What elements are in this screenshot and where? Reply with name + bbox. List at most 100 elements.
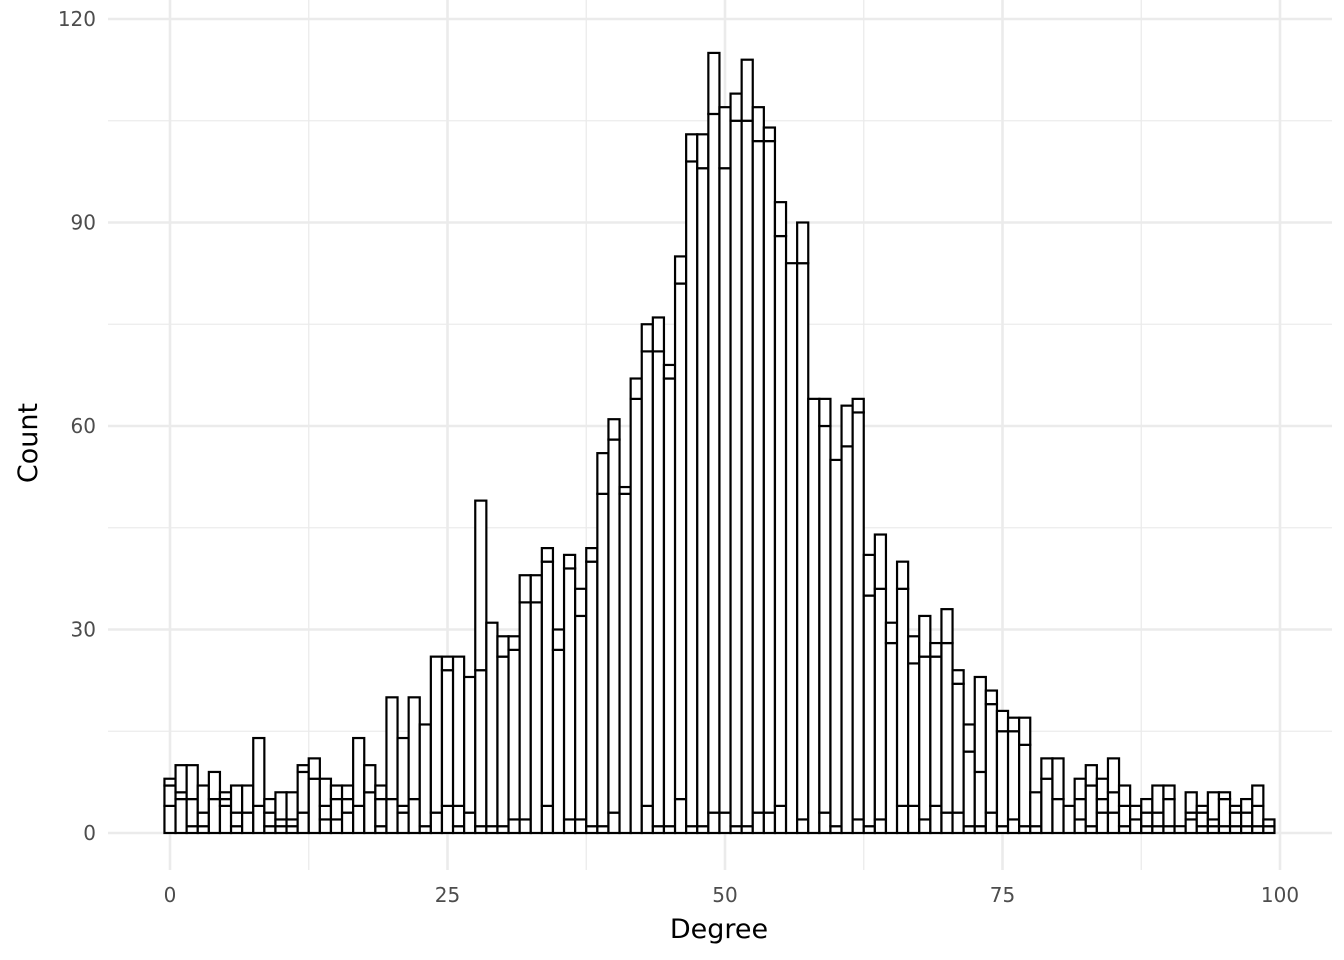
histogram-bar-segment [740, 58, 754, 122]
histogram-bar-segment [707, 51, 721, 116]
histogram-bar-segment [1162, 784, 1176, 801]
histogram-bar-segment [1262, 818, 1276, 828]
histogram-bar-segment [163, 784, 177, 807]
histogram-bar-segment [496, 635, 510, 658]
histogram-bar-segment [318, 777, 333, 807]
histogram-bar-segment [551, 628, 566, 651]
histogram-bar-segment [207, 770, 222, 801]
histogram-bar-segment [340, 797, 355, 814]
histogram-bar-segment [507, 648, 521, 821]
histogram-bar-segment [529, 574, 543, 604]
histogram-bar-segment [352, 736, 366, 807]
histogram-bar-segment [984, 703, 999, 814]
histogram-bar-segment [873, 818, 888, 835]
histogram-bar-segment [651, 350, 666, 828]
histogram-bar-segment [407, 797, 421, 835]
histogram-bar-segment [374, 784, 388, 801]
histogram-bar-segment [329, 818, 344, 835]
histogram-bar-segment [1140, 811, 1154, 828]
histogram-bar-segment [363, 764, 377, 794]
histogram-bar-segment [729, 92, 743, 122]
histogram-bar-segment [907, 662, 921, 807]
histogram-bar-segment [773, 804, 788, 835]
histogram-bar-segment [962, 750, 976, 828]
histogram-bar-segment [540, 560, 555, 807]
histogram-bar-segment [363, 791, 377, 835]
y-tick-label: 0 [83, 821, 96, 845]
histogram-bar-segment [174, 764, 188, 794]
histogram-bar-segment [1106, 791, 1121, 814]
histogram-bar-segment [1162, 797, 1176, 828]
histogram-bar-segment [1151, 784, 1165, 814]
histogram-bar-segment [807, 397, 821, 835]
histogram-bar-segment [984, 689, 999, 706]
histogram-bar-segment [618, 485, 632, 495]
histogram-bar-segment [673, 282, 688, 801]
histogram-bar-segment [1029, 791, 1043, 828]
histogram-bar-segment [451, 655, 466, 807]
histogram-bar-segment [574, 614, 588, 821]
histogram-bars [163, 51, 1276, 835]
histogram-bar-segment [396, 811, 410, 835]
histogram-bar-segment [707, 112, 721, 814]
histogram-bar-segment [651, 316, 666, 353]
histogram-bar-segment [1084, 784, 1098, 828]
x-axis-tick-labels: 0 25 50 75 100 [164, 883, 1299, 907]
histogram-bar-segment [951, 682, 965, 814]
histogram-bar-segment [884, 621, 899, 645]
histogram-bar-segment [585, 546, 599, 563]
histogram-bar-segment [185, 797, 199, 828]
histogram-bar-segment [1251, 784, 1265, 807]
histogram-bar-segment [1073, 777, 1087, 801]
histogram-bar-segment [918, 614, 932, 658]
histogram-bar-segment [662, 377, 677, 828]
histogram-bar-segment [285, 791, 299, 821]
histogram-bar-segment [274, 791, 288, 821]
histogram-bar-segment [1140, 797, 1154, 814]
histogram-bar-segment [1051, 797, 1065, 835]
histogram-bar-segment [907, 635, 921, 665]
histogram-bar-segment [1217, 797, 1232, 828]
histogram-bar-segment [307, 777, 321, 835]
histogram-bar-segment [1117, 804, 1132, 828]
histogram-bar-segment [1073, 797, 1087, 821]
histogram-bar-segment [718, 106, 732, 170]
histogram-bar-segment [585, 560, 599, 828]
histogram-bar-segment [629, 397, 643, 835]
histogram-bar-segment [1018, 743, 1032, 828]
histogram-bar-segment [840, 445, 854, 835]
histogram-bar-segment [263, 811, 277, 828]
histogram-bar-segment [740, 119, 754, 828]
histogram-bar-segment [818, 811, 832, 835]
histogram-bar-segment [1062, 804, 1076, 835]
histogram-bar-segment [1129, 804, 1143, 821]
histogram-bar-segment [474, 669, 488, 828]
histogram-bar-segment [296, 811, 310, 835]
histogram-bar-segment [1006, 716, 1021, 733]
histogram-bar-segment [929, 641, 943, 658]
histogram-bar-segment [562, 553, 577, 570]
histogram-bar-segment [318, 818, 333, 835]
histogram-bar-segment [895, 560, 910, 590]
histogram-bar-segment [385, 696, 399, 801]
histogram-bar-segment [207, 797, 222, 835]
histogram-bar-segment [607, 418, 621, 441]
histogram-bar-segment [196, 784, 210, 814]
histogram-bar-segment [451, 804, 466, 828]
y-axis-title: Count [13, 403, 44, 483]
histogram-bar-segment [1084, 764, 1098, 787]
histogram-bar-segment [385, 797, 399, 835]
histogram-bar-segment [851, 397, 865, 414]
histogram-bar-segment [1206, 791, 1221, 821]
histogram-bar-segment [696, 167, 710, 828]
histogram-bar-segment [1228, 804, 1243, 814]
histogram-bar-segment [252, 804, 266, 835]
histogram-bar-segment [873, 587, 888, 821]
histogram-bar-segment [463, 675, 477, 814]
x-tick-label: 25 [435, 883, 460, 907]
histogram-bar-segment [1051, 757, 1065, 801]
y-tick-label: 120 [58, 7, 96, 31]
histogram-bar-segment [640, 804, 654, 835]
histogram-bar-segment [307, 757, 321, 780]
